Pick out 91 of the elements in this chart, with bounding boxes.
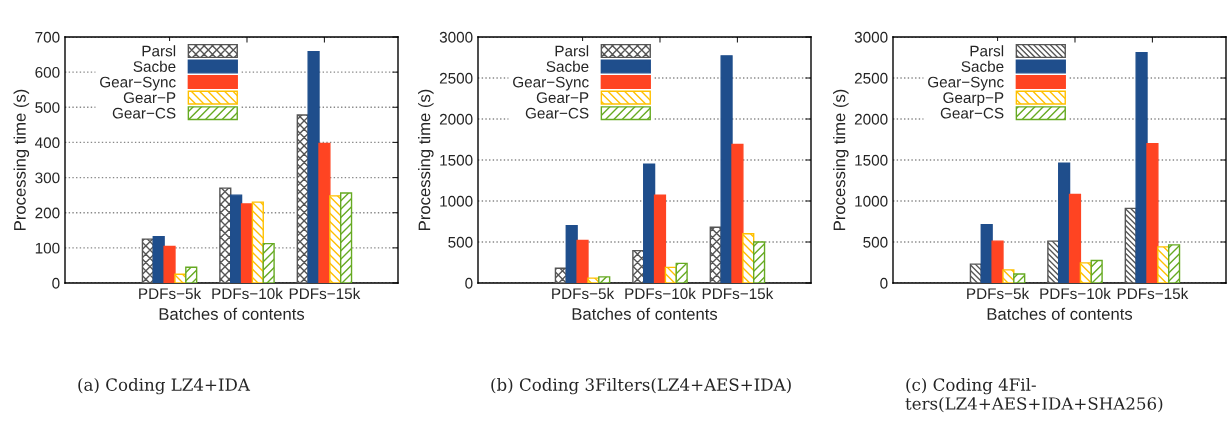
y-tick-label: 600 xyxy=(35,67,60,78)
bar xyxy=(1157,246,1170,283)
legend-label: Sacbe xyxy=(133,60,176,72)
y-tick-label: 500 xyxy=(35,102,60,113)
bar xyxy=(1167,244,1181,283)
bar xyxy=(163,245,176,283)
bar xyxy=(1146,142,1159,283)
y-tick-label: 1000 xyxy=(855,195,888,207)
legend-label: Parsl xyxy=(555,45,589,57)
bar xyxy=(339,192,353,283)
legend-label: Gear−P xyxy=(123,92,176,104)
y-tick-label: 100 xyxy=(35,242,60,254)
y-tick-label: 500 xyxy=(448,236,473,248)
bar xyxy=(262,242,275,283)
bar xyxy=(1079,262,1092,283)
y-tick-label: 500 xyxy=(863,236,888,248)
bar xyxy=(587,277,600,283)
bar xyxy=(991,240,1004,283)
y-tick-label: 0 xyxy=(465,277,473,289)
legend-label: Gear−CS xyxy=(112,107,176,119)
legend-label: Parsl xyxy=(970,45,1004,57)
y-tick-label: 700 xyxy=(35,31,60,43)
text: (a) Coding LZ4+IDA xyxy=(78,378,251,395)
y-tick-label: 2000 xyxy=(854,113,888,125)
y-tick-label: 2500 xyxy=(439,72,473,84)
y-tick-label: 1500 xyxy=(440,154,473,166)
bar xyxy=(742,233,755,283)
legend-label: Sacbe xyxy=(961,60,1004,72)
bar xyxy=(969,263,982,283)
y-tick-label: 300 xyxy=(35,172,60,184)
bar xyxy=(219,187,232,283)
legend-label: Parsl xyxy=(142,45,176,57)
x-axis-title: Batches of contents xyxy=(572,307,718,320)
bar xyxy=(230,194,243,283)
bar xyxy=(1058,162,1071,283)
y-tick-label: 1500 xyxy=(855,154,888,166)
x-tick-label: PDFs−15k xyxy=(289,287,361,300)
bar xyxy=(141,238,154,283)
bar xyxy=(329,195,342,283)
y-axis-title: Processing time (s) xyxy=(418,89,434,230)
x-tick-label: PDFs−5k xyxy=(139,287,202,300)
text: (c) Coding 4Fil- ters(LZ4+AES+IDA+SHA256) xyxy=(905,378,1163,413)
legend-label: Gearp−P xyxy=(943,92,1004,107)
bar xyxy=(576,239,589,283)
bar xyxy=(731,143,744,283)
y-axis-title: Processing time (s) xyxy=(833,89,849,230)
bar xyxy=(1002,269,1015,283)
x-axis-title: Batches of contents xyxy=(987,307,1133,320)
bar xyxy=(1135,51,1148,283)
bar xyxy=(598,276,611,283)
x-tick-label: PDFs−5k xyxy=(967,287,1030,300)
bar xyxy=(251,201,264,283)
bar xyxy=(653,194,667,283)
legend-label: Sacbe xyxy=(546,60,589,72)
bar xyxy=(643,163,656,283)
y-tick-label: 2000 xyxy=(439,113,473,125)
y-tick-label: 200 xyxy=(35,207,60,219)
x-axis-title: Batches of contents xyxy=(159,307,305,320)
bar xyxy=(1013,273,1026,283)
legend-label: Gear−Sync xyxy=(928,76,1004,91)
bar xyxy=(185,266,198,283)
y-tick-label: 0 xyxy=(880,277,888,289)
x-tick-label: PDFs−15k xyxy=(702,287,774,300)
y-tick-label: 3000 xyxy=(439,31,473,43)
bar xyxy=(318,142,331,283)
legend-label: Gear−Sync xyxy=(513,76,589,91)
x-tick-label: PDFs−10k xyxy=(625,287,696,300)
bar xyxy=(240,203,254,283)
x-tick-label: PDFs−15k xyxy=(1117,287,1189,300)
bar xyxy=(1047,240,1060,283)
y-tick-label: 400 xyxy=(35,137,60,149)
legend-label: Gear−CS xyxy=(940,107,1004,119)
legend-label: Gear−Sync xyxy=(100,76,176,91)
y-tick-label: 3000 xyxy=(854,31,888,43)
bar xyxy=(632,249,645,283)
x-tick-label: PDFs−10k xyxy=(212,287,283,300)
bar xyxy=(720,55,733,283)
text: (b) Coding 3Filters(LZ4+AES+IDA) xyxy=(491,378,791,395)
x-tick-label: PDFs−5k xyxy=(552,287,615,300)
y-tick-label: 0 xyxy=(52,277,60,289)
y-tick-label: 2500 xyxy=(854,72,888,84)
legend-label: Gear−P xyxy=(536,92,589,104)
y-tick-label: 1000 xyxy=(440,195,473,207)
x-tick-label: PDFs−10k xyxy=(1040,287,1111,300)
bar xyxy=(675,262,688,283)
legend-label: Gear−CS xyxy=(525,107,589,119)
y-axis-title: Processing time (s) xyxy=(13,89,30,230)
bar xyxy=(1068,193,1082,283)
bar xyxy=(752,241,766,283)
bar xyxy=(307,51,320,283)
bar xyxy=(1090,259,1103,283)
